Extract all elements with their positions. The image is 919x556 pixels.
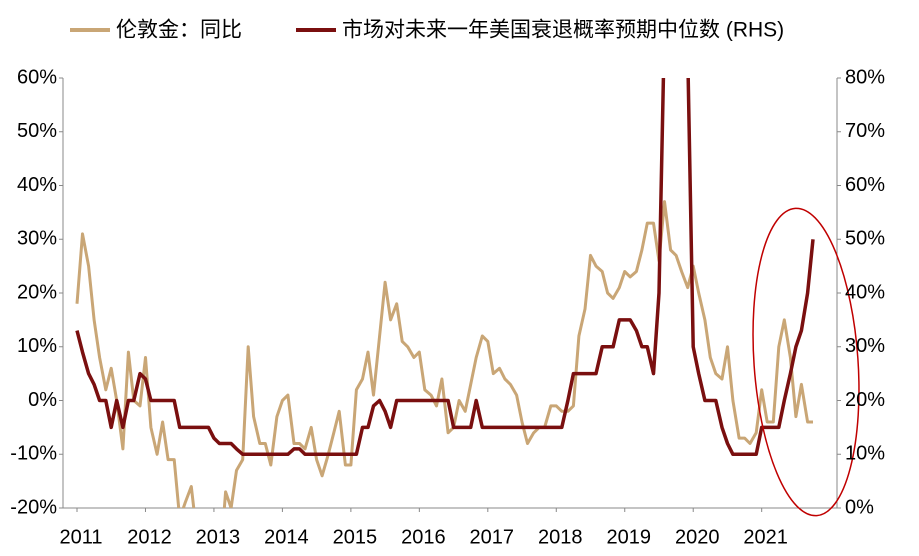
y2-tick-label: 30% <box>845 335 885 357</box>
y-tick-label: 20% <box>17 281 57 303</box>
y-tick-label: 10% <box>17 335 57 357</box>
y2-tick-label: 60% <box>845 174 885 196</box>
y-tick-label: 40% <box>17 174 57 196</box>
x-tick-label: 2020 <box>675 526 720 548</box>
legend-label: 市场对未来一年美国衰退概率预期中位数 (RHS) <box>342 19 784 42</box>
y-tick-label: 30% <box>17 228 57 250</box>
legend-label: 伦敦金：同比 <box>116 19 242 42</box>
y-tick-label: 0% <box>28 389 57 411</box>
x-tick-label: 2012 <box>127 526 172 548</box>
x-tick-label: 2013 <box>196 526 241 548</box>
x-tick-label: 2021 <box>743 526 788 548</box>
y2-tick-label: 80% <box>845 66 885 88</box>
y-tick-label: -10% <box>10 443 57 465</box>
x-tick-label: 2011 <box>59 526 102 548</box>
highlight-ellipse <box>752 207 860 517</box>
series-line <box>75 78 815 457</box>
x-tick-label: 2016 <box>401 526 446 548</box>
x-tick-label: 2017 <box>470 526 515 548</box>
y2-tick-label: 50% <box>845 228 885 250</box>
y2-tick-label: 70% <box>845 120 885 142</box>
y-tick-label: 50% <box>17 120 57 142</box>
y2-tick-label: 40% <box>845 281 885 303</box>
x-tick-label: 2014 <box>264 526 309 548</box>
series-line <box>75 200 813 508</box>
y2-tick-label: 10% <box>845 443 885 465</box>
y2-tick-label: 20% <box>845 389 885 411</box>
y-tick-label: -20% <box>10 496 57 518</box>
x-tick-label: 2018 <box>538 526 583 548</box>
y-tick-label: 60% <box>17 66 57 88</box>
y2-tick-label: 0% <box>845 496 874 518</box>
legend: 伦敦金：同比 市场对未来一年美国衰退概率预期中位数 (RHS) <box>70 19 784 42</box>
plot-area <box>75 78 815 508</box>
x-tick-label: 2019 <box>606 526 651 548</box>
x-tick-label: 2015 <box>333 526 378 548</box>
